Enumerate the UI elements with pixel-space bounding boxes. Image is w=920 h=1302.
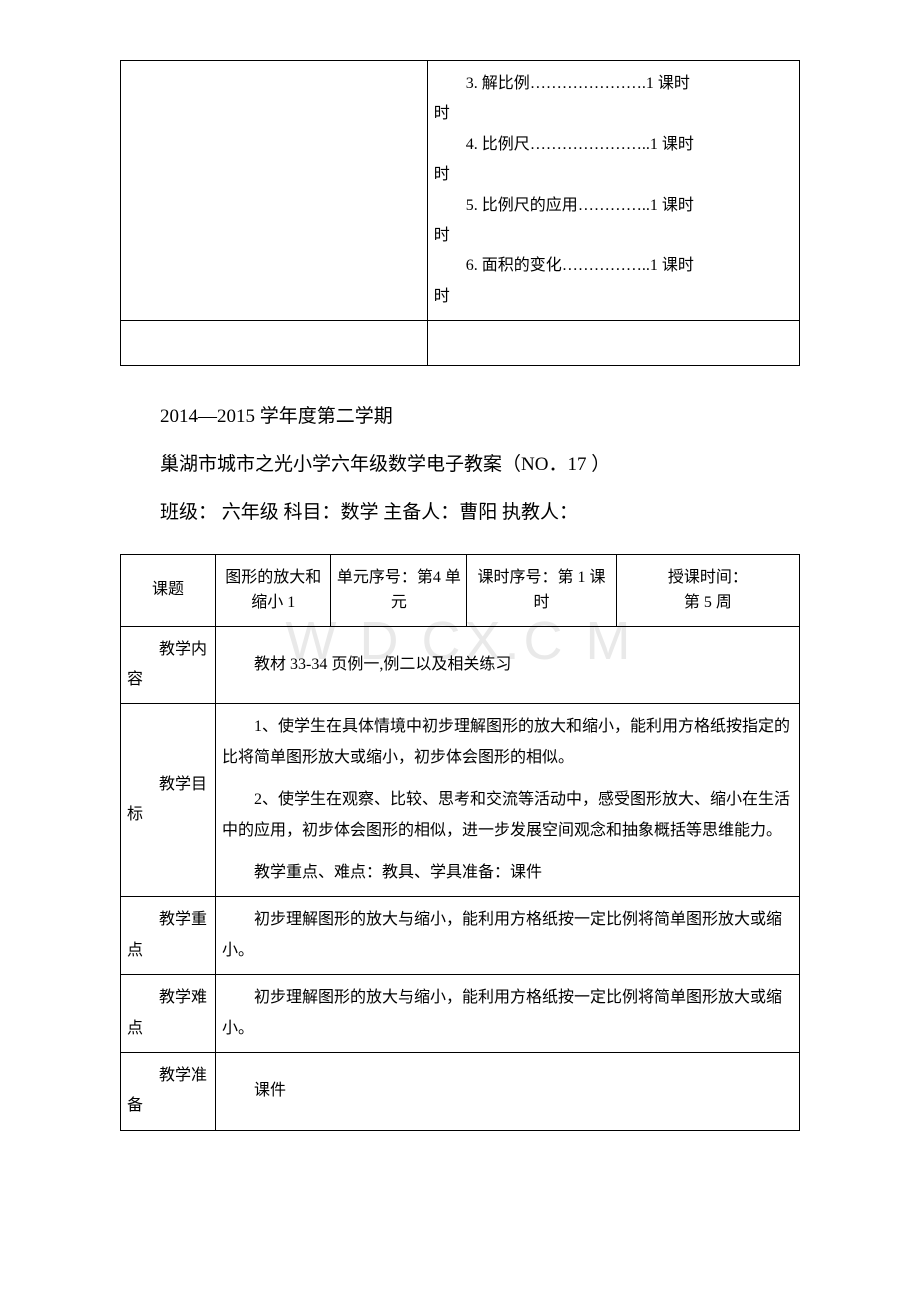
unit-number: 单元序号：第4 单元: [331, 554, 467, 626]
item-3-dots: ………………….: [530, 75, 646, 92]
lesson-title-value: 图形的放大和缩小 1: [216, 554, 331, 626]
lesson-title-label: 课题: [121, 554, 216, 626]
keypoint-label: 教学重点: [121, 897, 216, 975]
item-6-hours: 1 课时: [650, 257, 694, 274]
goal-3: 教学重点、难点：教具、学具准备：课件: [222, 858, 793, 888]
goal-2: 2、使学生在观察、比较、思考和交流等活动中，感受图形放大、缩小在生活中的应用，初…: [222, 785, 793, 846]
item-4-dots: …………………..: [530, 136, 650, 153]
teach-time: 授课时间： 第 5 周: [616, 554, 799, 626]
period-number: 课时序号：第 1 课时: [467, 554, 616, 626]
school-line: 巢湖市城市之光小学六年级数学电子教案（NO．17 ）: [160, 444, 800, 486]
item-3-label: 3. 解比例: [466, 75, 530, 92]
top-table-right-cell: 3. 解比例………………….1 课时 时 4. 比例尺…………………..1 课时…: [427, 61, 799, 321]
item-5-hours: 1 课时: [650, 197, 694, 214]
top-schedule-table: 3. 解比例………………….1 课时 时 4. 比例尺…………………..1 课时…: [120, 60, 800, 366]
prep-value: 课件: [216, 1053, 800, 1131]
top-table-empty-left: [121, 321, 428, 366]
item-4-hours: 1 课时: [650, 136, 694, 153]
item-5-label: 5. 比例尺的应用: [466, 197, 578, 214]
top-table-left-cell: [121, 61, 428, 321]
section-heading-block: 2014—2015 学年度第二学期 巢湖市城市之光小学六年级数学电子教案（NO．…: [160, 396, 800, 533]
term-line: 2014—2015 学年度第二学期: [160, 396, 800, 438]
item-4-label: 4. 比例尺: [466, 136, 530, 153]
difficulty-label: 教学难点: [121, 975, 216, 1053]
item-6-dots: ……………..: [562, 257, 650, 274]
goal-1: 1、使学生在具体情境中初步理解图形的放大和缩小，能利用方格纸按指定的比将简单图形…: [222, 712, 793, 773]
top-table-empty-right: [427, 321, 799, 366]
people-line: 班级： 六年级 科目：数学 主备人：曹阳 执教人：: [160, 492, 800, 534]
keypoint-value: 初步理解图形的放大与缩小，能利用方格纸按一定比例将简单图形放大或缩小。: [216, 897, 800, 975]
content-label: 教学内容: [121, 626, 216, 704]
difficulty-value: 初步理解图形的放大与缩小，能利用方格纸按一定比例将简单图形放大或缩小。: [216, 975, 800, 1053]
prep-label: 教学准备: [121, 1053, 216, 1131]
content-value: 教材 33-34 页例一,例二以及相关练习: [216, 626, 800, 704]
lesson-plan-table: 课题 图形的放大和缩小 1 单元序号：第4 单元 课时序号：第 1 课时 授课时…: [120, 554, 800, 1131]
goals-cell: 1、使学生在具体情境中初步理解图形的放大和缩小，能利用方格纸按指定的比将简单图形…: [216, 704, 800, 897]
goals-label: 教学目标: [121, 704, 216, 897]
item-6-label: 6. 面积的变化: [466, 257, 562, 274]
item-5-dots: …………..: [578, 197, 650, 214]
item-3-hours: 1 课时: [646, 75, 690, 92]
